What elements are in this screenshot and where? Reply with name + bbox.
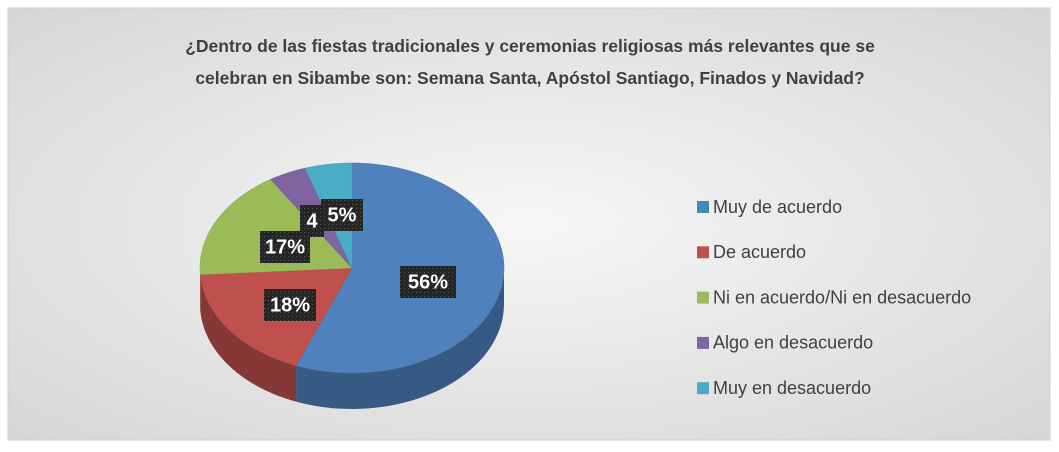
legend-swatch — [697, 201, 709, 213]
data-label: 56% — [408, 271, 448, 293]
legend-swatch — [697, 291, 709, 304]
legend-label: Muy de acuerdo — [713, 197, 842, 217]
data-label-box — [300, 205, 324, 237]
data-label-box — [264, 289, 316, 321]
legend-label: Muy en desacuerdo — [713, 378, 871, 398]
data-label: 5% — [328, 204, 357, 226]
chart-area — [7, 7, 1051, 441]
legend-swatch — [697, 246, 709, 259]
data-label: 4 — [306, 210, 318, 232]
data-label-box — [400, 266, 456, 298]
legend-label: Ni en acuerdo/Ni en desacuerdo — [713, 287, 971, 307]
data-label-box — [321, 199, 363, 231]
legend-swatch — [697, 336, 709, 349]
chart-title: ¿Dentro de las fiestas tradicionales y c… — [185, 36, 875, 88]
legend-label: De acuerdo — [713, 242, 806, 262]
legend-swatch — [697, 382, 709, 395]
data-label: 17% — [265, 236, 305, 258]
legend-label: Algo en desacuerdo — [713, 333, 873, 353]
data-label: 18% — [270, 294, 310, 316]
legend: Muy de acuerdo De acuerdo Ni en acuerdo/Ni… — [697, 197, 971, 398]
slice-side — [296, 268, 504, 409]
data-labels: 56% 18% 17%4 5% — [260, 199, 456, 321]
slice-side — [200, 274, 297, 402]
slice — [199, 179, 353, 275]
